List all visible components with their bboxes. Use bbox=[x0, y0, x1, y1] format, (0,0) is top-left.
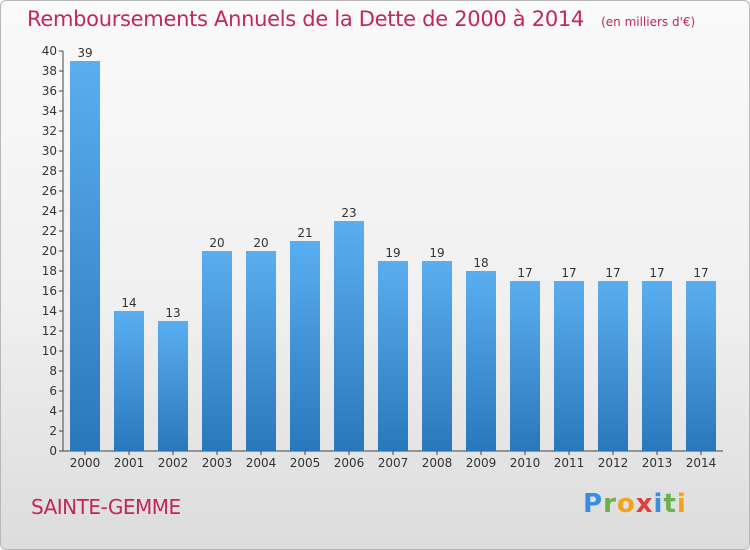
bar-value-label: 20 bbox=[209, 236, 224, 250]
bar-value-label: 17 bbox=[605, 266, 620, 280]
bar-2005 bbox=[290, 241, 320, 451]
bar-value-label: 23 bbox=[341, 206, 356, 220]
y-tick-label: 16 bbox=[42, 284, 57, 298]
y-tick-label: 38 bbox=[42, 64, 57, 78]
y-tick-label: 36 bbox=[42, 84, 57, 98]
bar-2010 bbox=[510, 281, 540, 451]
title-row: Remboursements Annuels de la Dette de 20… bbox=[27, 7, 695, 31]
y-tick-label: 10 bbox=[42, 344, 57, 358]
bar-2006 bbox=[334, 221, 364, 451]
x-tick-label: 2000 bbox=[70, 456, 101, 470]
x-tick-label: 2011 bbox=[554, 456, 585, 470]
bar-value-label: 13 bbox=[165, 306, 180, 320]
bar-2007 bbox=[378, 261, 408, 451]
y-tick-label: 12 bbox=[42, 324, 57, 338]
y-tick-label: 28 bbox=[42, 164, 57, 178]
chart-unit: (en milliers d'€) bbox=[601, 15, 696, 29]
bar-2012 bbox=[598, 281, 628, 451]
bar-value-label: 19 bbox=[385, 246, 400, 260]
bar-value-label: 17 bbox=[517, 266, 532, 280]
bar-value-label: 17 bbox=[649, 266, 664, 280]
y-tick-label: 22 bbox=[42, 224, 57, 238]
y-tick-label: 2 bbox=[49, 424, 57, 438]
x-tick-label: 2009 bbox=[466, 456, 497, 470]
bar-value-label: 20 bbox=[253, 236, 268, 250]
y-tick-label: 30 bbox=[42, 144, 57, 158]
bar-value-label: 21 bbox=[297, 226, 312, 240]
y-tick-label: 6 bbox=[49, 384, 57, 398]
y-tick-label: 18 bbox=[42, 264, 57, 278]
bar-value-label: 18 bbox=[473, 256, 488, 270]
bar-value-label: 14 bbox=[121, 296, 136, 310]
x-tick-label: 2006 bbox=[334, 456, 365, 470]
y-tick-label: 32 bbox=[42, 124, 57, 138]
bar-2000 bbox=[70, 61, 100, 451]
proxiti-logo: Proxiti bbox=[583, 489, 687, 519]
bar-2013 bbox=[642, 281, 672, 451]
x-tick-label: 2005 bbox=[290, 456, 321, 470]
y-tick-label: 8 bbox=[49, 364, 57, 378]
x-tick-label: 2001 bbox=[114, 456, 145, 470]
x-tick-label: 2004 bbox=[246, 456, 277, 470]
y-tick-label: 14 bbox=[42, 304, 57, 318]
y-tick-label: 26 bbox=[42, 184, 57, 198]
y-tick-label: 0 bbox=[49, 444, 57, 458]
y-tick-label: 24 bbox=[42, 204, 57, 218]
bar-value-label: 19 bbox=[429, 246, 444, 260]
x-tick-label: 2003 bbox=[202, 456, 233, 470]
x-tick-label: 2002 bbox=[158, 456, 189, 470]
y-tick-label: 20 bbox=[42, 244, 57, 258]
x-tick-label: 2010 bbox=[510, 456, 541, 470]
chart-title: Remboursements Annuels de la Dette de 20… bbox=[27, 7, 584, 31]
x-tick-label: 2012 bbox=[598, 456, 629, 470]
bar-2001 bbox=[114, 311, 144, 451]
y-tick-label: 34 bbox=[42, 104, 57, 118]
y-tick-label: 4 bbox=[49, 404, 57, 418]
bar-2009 bbox=[466, 271, 496, 451]
bar-value-label: 39 bbox=[77, 46, 92, 60]
bar-2008 bbox=[422, 261, 452, 451]
y-tick-label: 40 bbox=[42, 44, 57, 58]
bar-2011 bbox=[554, 281, 584, 451]
bar-value-label: 17 bbox=[561, 266, 576, 280]
bar-2004 bbox=[246, 251, 276, 451]
bar-2002 bbox=[158, 321, 188, 451]
x-tick-label: 2014 bbox=[686, 456, 717, 470]
bar-2003 bbox=[202, 251, 232, 451]
x-tick-label: 2008 bbox=[422, 456, 453, 470]
town-name: SAINTE-GEMME bbox=[31, 495, 181, 519]
x-tick-label: 2007 bbox=[378, 456, 409, 470]
bar-2014 bbox=[686, 281, 716, 451]
bar-value-label: 17 bbox=[693, 266, 708, 280]
x-tick-label: 2013 bbox=[642, 456, 673, 470]
